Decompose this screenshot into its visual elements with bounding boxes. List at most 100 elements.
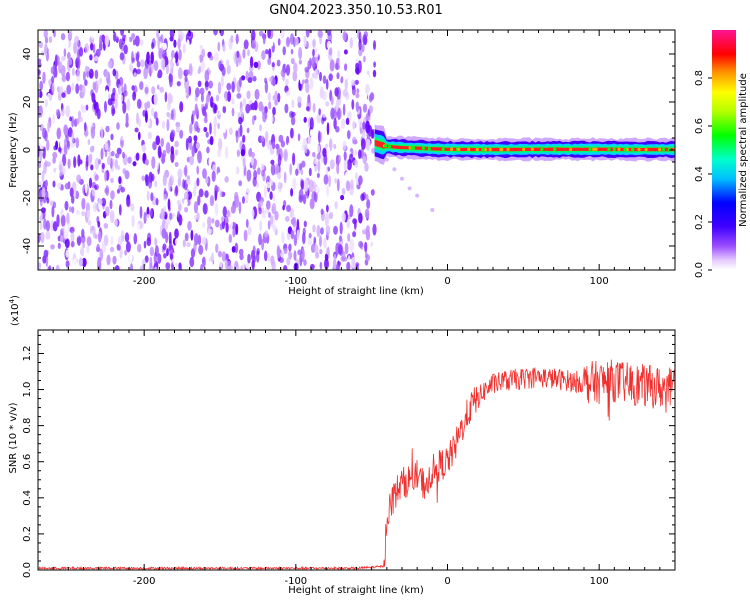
noise-speckle	[269, 191, 273, 200]
noise-speckle	[292, 70, 298, 82]
noise-speckle	[283, 247, 288, 255]
noise-speckle	[73, 186, 77, 199]
noise-speckle	[308, 233, 312, 239]
noise-speckle	[242, 134, 246, 143]
noise-speckle	[261, 169, 265, 177]
noise-speckle	[352, 120, 355, 130]
noise-speckle	[297, 152, 300, 161]
noise-speckle	[347, 111, 352, 120]
noise-speckle	[217, 122, 221, 130]
noise-speckle	[262, 112, 267, 123]
noise-speckle	[314, 68, 319, 80]
ridge-hotspot	[631, 147, 635, 152]
noise-speckle	[63, 48, 67, 57]
noise-speckle	[110, 150, 115, 157]
noise-speckle	[119, 248, 123, 259]
noise-speckle	[332, 213, 336, 221]
ridge-hotspot	[540, 147, 544, 151]
noise-speckle	[65, 38, 69, 50]
noise-speckle	[250, 156, 254, 166]
noise-speckle	[318, 124, 323, 133]
noise-speckle	[70, 142, 76, 148]
colorbar-tick-label: 0.0	[694, 262, 705, 278]
noise-speckle	[147, 131, 153, 140]
noise-speckle	[194, 233, 199, 246]
noise-speckle	[39, 149, 43, 163]
noise-speckle	[264, 120, 269, 129]
noise-speckle	[71, 195, 75, 204]
noise-speckle	[54, 54, 58, 68]
colorbar-tick-label: 0.4	[694, 166, 705, 182]
noise-speckle	[315, 251, 320, 259]
noise-speckle	[116, 243, 121, 251]
noise-speckle	[305, 30, 310, 38]
noise-speckle	[365, 73, 370, 85]
noise-speckle	[204, 190, 209, 198]
noise-speckle	[320, 208, 324, 215]
noise-speckle	[267, 92, 271, 102]
noise-speckle	[229, 220, 233, 228]
noise-speckle	[214, 219, 220, 228]
noise-speckle	[274, 99, 278, 106]
noise-speckle	[307, 60, 311, 68]
noise-speckle	[347, 130, 351, 140]
noise-speckle	[204, 69, 210, 83]
noise-speckle	[112, 68, 117, 77]
noise-speckle	[290, 127, 294, 139]
noise-speckle	[120, 186, 125, 193]
noise-speckle	[149, 256, 153, 269]
noise-speckle	[259, 124, 262, 132]
noise-speckle	[94, 157, 100, 170]
noise-speckle	[165, 217, 171, 225]
noise-speckle	[217, 81, 222, 95]
noise-speckle	[365, 113, 369, 123]
noise-speckle	[264, 152, 270, 162]
noise-speckle	[105, 70, 109, 79]
noise-speckle	[240, 30, 246, 40]
noise-speckle	[77, 154, 81, 167]
noise-speckle	[264, 65, 269, 76]
noise-speckle	[328, 175, 331, 188]
noise-speckle	[264, 106, 268, 114]
noise-speckle	[153, 111, 158, 120]
noise-speckle	[346, 122, 351, 133]
noise-speckle	[292, 216, 297, 228]
noise-speckle	[65, 71, 70, 82]
noise-speckle	[328, 138, 333, 152]
noise-speckle	[217, 250, 222, 258]
noise-speckle	[334, 178, 338, 184]
noise-speckle	[113, 31, 117, 42]
noise-speckle	[243, 39, 249, 50]
noise-speckle	[134, 127, 139, 133]
noise-speckle	[59, 198, 64, 204]
noise-speckle	[303, 179, 309, 192]
noise-speckle	[110, 133, 114, 141]
noise-speckle	[364, 208, 370, 219]
noise-speckle	[58, 163, 63, 177]
noise-speckle	[104, 142, 109, 151]
noise-speckle	[302, 227, 306, 236]
noise-speckle	[43, 218, 47, 230]
noise-speckle	[297, 133, 301, 142]
noise-speckle	[61, 92, 66, 98]
noise-speckle	[110, 177, 114, 184]
noise-speckle	[162, 121, 166, 129]
noise-speckle	[138, 131, 141, 141]
noise-speckle	[104, 100, 107, 113]
noise-speckle	[358, 47, 363, 57]
noise-speckle	[41, 187, 46, 199]
noise-speckle	[358, 240, 363, 248]
noise-speckle	[333, 117, 337, 130]
noise-speckle	[69, 116, 72, 122]
noise-speckle	[85, 154, 89, 167]
noise-speckle	[154, 266, 158, 270]
noise-speckle	[289, 163, 293, 176]
noise-speckle	[360, 193, 365, 202]
noise-speckle	[71, 82, 75, 92]
noise-speckle	[42, 127, 47, 139]
noise-speckle	[235, 223, 239, 235]
noise-speckle	[271, 202, 277, 215]
noise-speckle	[70, 231, 75, 243]
noise-speckle	[363, 55, 366, 63]
